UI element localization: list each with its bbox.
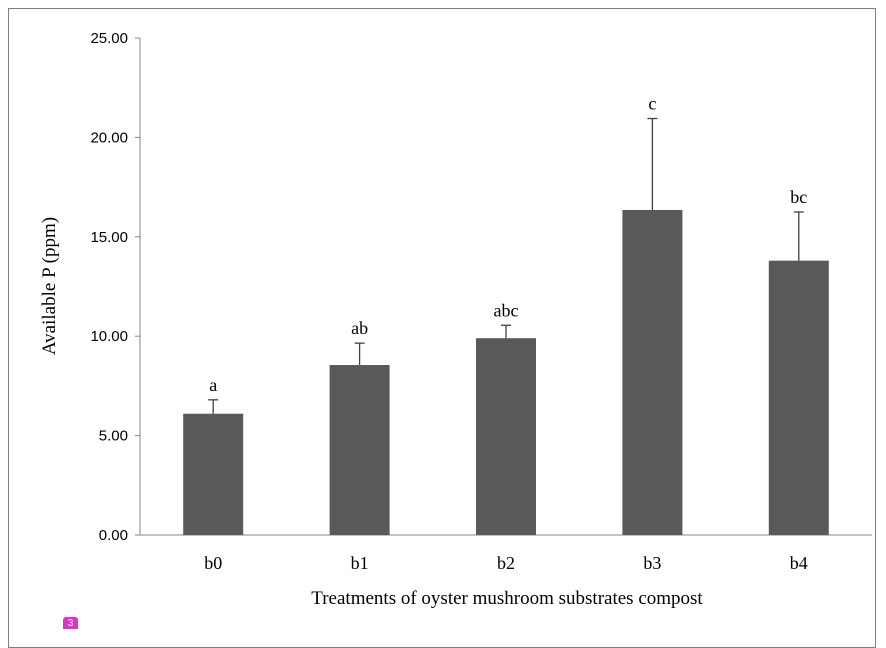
bar-b4 — [768, 260, 829, 535]
x-tick-label-b2: b2 — [497, 553, 515, 573]
significance-label-b1: ab — [351, 318, 368, 338]
y-tick-label: 0.00 — [99, 527, 128, 544]
significance-labels: a ab abc c bc — [209, 94, 807, 395]
error-bars — [208, 117, 804, 414]
x-axis: b0 b1 b2 b3 b4 — [140, 534, 872, 573]
bar-b1 — [329, 365, 390, 535]
y-tick-label: 10.00 — [90, 328, 128, 345]
x-tick-label-b1: b1 — [351, 553, 369, 573]
bar-b3 — [622, 209, 683, 535]
significance-label-b2: abc — [494, 300, 519, 320]
y-tick-label: 25.00 — [90, 30, 128, 47]
x-axis-title: Treatments of oyster mushroom substrates… — [311, 588, 703, 609]
x-tick-label-b3: b3 — [643, 553, 661, 573]
bar-b0 — [183, 413, 244, 535]
y-axis: 0.00 5.00 10.00 15.00 20.00 25.00 — [90, 30, 141, 544]
significance-label-b0: a — [209, 375, 217, 395]
x-tick-label-b0: b0 — [204, 553, 222, 573]
bar-b2 — [476, 338, 536, 535]
x-tick-label-b4: b4 — [790, 553, 808, 573]
significance-label-b3: c — [648, 94, 656, 114]
bars — [183, 209, 829, 535]
y-axis-title: Available P (ppm) — [39, 217, 60, 355]
y-tick-label: 5.00 — [99, 428, 128, 445]
significance-label-b4: bc — [790, 187, 807, 207]
y-tick-label: 20.00 — [90, 129, 128, 146]
y-tick-label: 15.00 — [90, 229, 128, 246]
figure-badge: 3 — [63, 617, 78, 629]
